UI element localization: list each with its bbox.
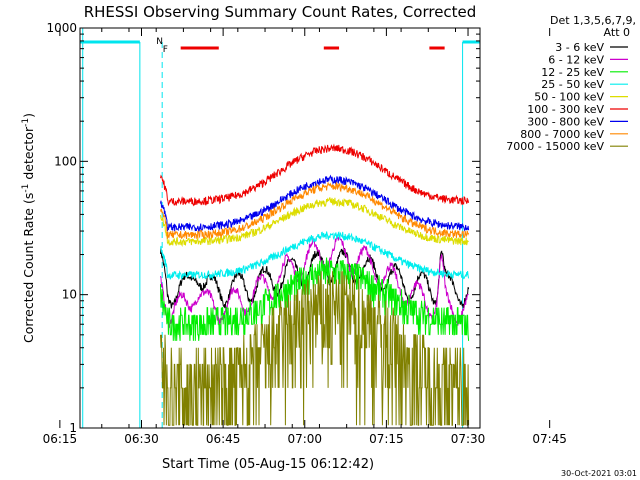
x-tick-label: 07:15 <box>369 432 404 446</box>
x-tick-label: 07:00 <box>287 432 322 446</box>
x-tick-label: 07:30 <box>451 432 486 446</box>
series-line <box>160 174 470 233</box>
x-tick-label: 06:30 <box>124 432 159 446</box>
chart-title: RHESSI Observing Summary Count Rates, Co… <box>84 3 477 21</box>
x-tick-label: 06:45 <box>206 432 241 446</box>
y-tick-label: 1 <box>69 421 77 435</box>
legend-entry-label: 7000 - 15000 keV <box>506 140 604 153</box>
legend-entry-label: 100 - 300 keV <box>527 103 604 116</box>
axes: 06:15 06:30 06:45 07:00 07:15 07:30 07:45 1 10 10… <box>43 21 567 446</box>
y-axis-label: Corrected Count Rate (s-1 detector-1) <box>21 113 36 343</box>
legend-header-line1: Det 1,3,5,6,7,9, <box>550 14 636 27</box>
series-line <box>160 236 469 329</box>
series-line <box>160 231 470 281</box>
legend-entry-label: 6 - 12 keV <box>548 53 604 66</box>
y-tick-label: 1000 <box>46 21 77 35</box>
legend-entry-label: 12 - 25 keV <box>541 66 604 79</box>
series-line <box>160 257 470 341</box>
legend-entry-label: 300 - 800 keV <box>527 115 604 128</box>
series-line <box>160 143 470 207</box>
series-line <box>160 271 470 426</box>
plot-area: NF <box>80 28 480 428</box>
legend-entry-label: 25 - 50 keV <box>541 78 604 91</box>
flag-label-n: N <box>156 37 163 47</box>
series-group: NF <box>80 28 480 428</box>
series-line <box>160 181 470 240</box>
x-tick-label: 06:15 <box>43 432 78 446</box>
series-line <box>160 197 469 248</box>
legend-entry-label: 50 - 100 keV <box>534 91 604 104</box>
y-tick-label: 10 <box>62 288 77 302</box>
footer-date: 30-Oct-2021 03:01 <box>561 469 637 478</box>
svg-text:Corrected Count Rate (s-1 dete: Corrected Count Rate (s-1 detector-1) <box>21 113 36 343</box>
flag-label-f: F <box>163 45 168 55</box>
y-tick-label: 100 <box>54 154 77 168</box>
legend-header-line2: Att 0 <box>604 26 630 39</box>
legend-entry-label: 800 - 7000 keV <box>520 128 604 141</box>
x-tick-label: 07:45 <box>532 432 567 446</box>
x-axis-label: Start Time (05-Aug-15 06:12:42) <box>162 457 374 472</box>
legend-entry-label: 3 - 6 keV <box>555 41 604 54</box>
plot-frame <box>79 27 481 429</box>
